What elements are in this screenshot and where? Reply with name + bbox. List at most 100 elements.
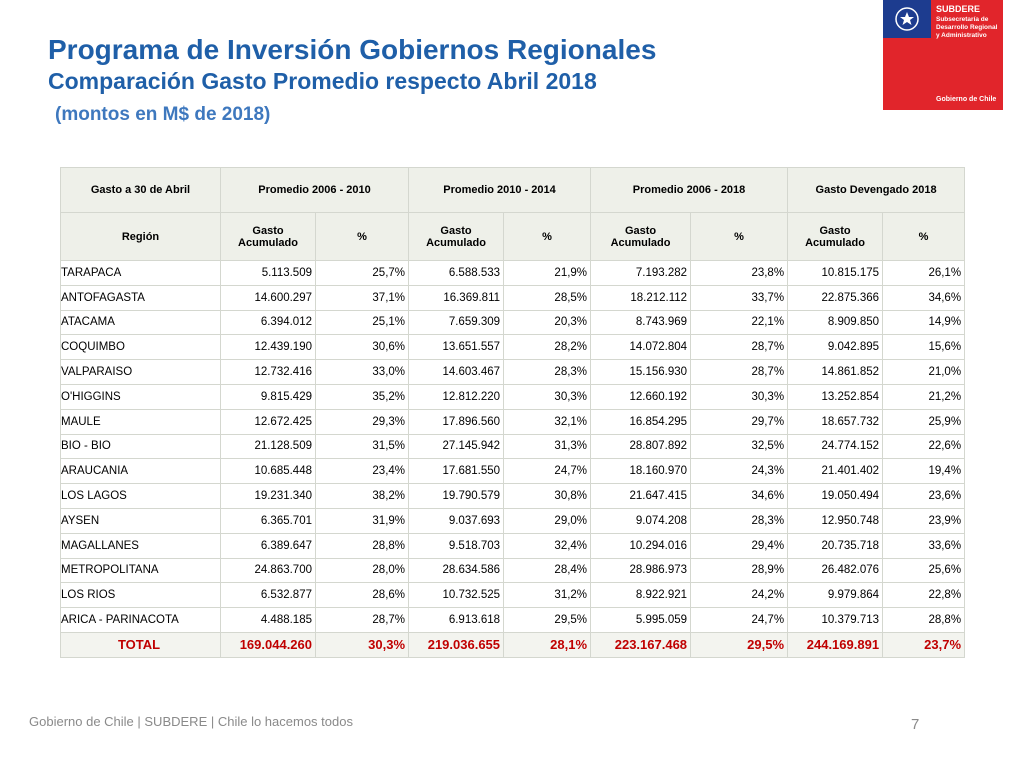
table-cell: 29,3% [314,408,410,435]
table-cell: 28,1% [503,631,592,658]
table-cell: 28,0% [314,557,410,584]
table-cell: Gasto a 30 de Abril [60,167,221,213]
table-cell: 13.651.557 [408,334,505,361]
table-cell: LOS LAGOS [60,483,221,509]
table-cell: 24,2% [690,582,789,609]
table-cell: 10.815.175 [787,260,884,286]
table-cell: 23,4% [314,458,410,485]
table-row: LOS LAGOS 19.231.340 38,2% 19.790.579 30,8% 2… [60,483,966,509]
table-cell: 34,6% [882,284,966,311]
table-cell: Gasto Acumulado [590,212,692,261]
table-row: TARAPACA 5.113.509 25,7% 6.588.533 21,9% 7.19… [60,260,966,286]
table-cell: 18.657.732 [787,408,884,435]
table-cell: 28,3% [690,507,789,534]
table-row: ARICA - PARINACOTA 4.488.185 28,7% 6.913.61… [60,607,966,633]
table-row: COQUIMBO 12.439.190 30,6% 13.651.557 28,2% 14… [60,334,966,361]
table-cell: 15.156.930 [590,359,692,385]
table-cell: 20.735.718 [787,532,884,559]
table-cell: 21.128.509 [220,433,316,460]
table-cell: 244.169.891 [787,631,884,658]
table-cell: LOS RIOS [60,582,221,609]
logo-line: y Administrativo [936,32,987,39]
page-number: 7 [911,716,920,733]
table-cell: 12.950.748 [787,507,884,534]
table-cell: 9.042.895 [787,334,884,361]
table-cell: 19.050.494 [787,483,884,509]
table-cell: 5.113.509 [220,260,316,286]
table-cell: 18.160.970 [590,458,692,485]
table-cell: 6.588.533 [408,260,505,286]
table-cell: 14.603.467 [408,359,505,385]
table-cell: 22,8% [882,582,966,609]
table-cell: COQUIMBO [60,334,221,361]
table-cell: 12.812.220 [408,383,505,410]
table-cell: 4.488.185 [220,607,316,633]
table-cell: 28,6% [314,582,410,609]
table-cell: 9.037.693 [408,507,505,534]
table-cell: Región [60,212,221,261]
table-row: MAULE 12.672.425 29,3% 17.896.560 32,1% 16.85… [60,408,966,435]
table-cell: 28,7% [314,607,410,633]
table-cell: 17.681.550 [408,458,505,485]
table-cell: 37,1% [314,284,410,311]
table-cell: 30,3% [690,383,789,410]
table-cell: 12.672.425 [220,408,316,435]
table-cell: 13.252.854 [787,383,884,410]
table-cell: 21,0% [882,359,966,385]
table-cell: BIO - BIO [60,433,221,460]
table-cell: 28,3% [503,359,592,385]
title: Programa de Inversión Gobiernos Regional… [48,34,657,65]
table-cell: Promedio 2006 - 2018 [590,167,789,213]
table-row: LOS RIOS 6.532.877 28,6% 10.732.525 31,2% 8.9… [60,582,966,609]
table-cell: 31,9% [314,507,410,534]
table-cell: 8.743.969 [590,309,692,336]
table-cell: Promedio 2010 - 2014 [408,167,592,213]
table-cell: 169.044.260 [220,631,316,658]
table-cell: 28,8% [882,607,966,633]
table-cell: Gasto Devengado 2018 [787,167,966,213]
table-cell: 33,6% [882,532,966,559]
table-cell: 10.732.525 [408,582,505,609]
table-cell: O'HIGGINS [60,383,221,410]
table-cell: 21,9% [503,260,592,286]
table-cell: 24.774.152 [787,433,884,460]
table-cell: 30,8% [503,483,592,509]
table-row: BIO - BIO 21.128.509 31,5% 27.145.942 31,3% 2… [60,433,966,460]
table-cell: 6.365.701 [220,507,316,534]
table-cell: 32,4% [503,532,592,559]
table-cell: 23,9% [882,507,966,534]
table-row: ANTOFAGASTA 14.600.297 37,1% 16.369.811 28,5… [60,284,966,311]
table-cell: 25,6% [882,557,966,584]
table-cell: 28,7% [690,359,789,385]
table-cell: METROPOLITANA [60,557,221,584]
table-cell: 26,1% [882,260,966,286]
table-cell: 9.815.429 [220,383,316,410]
table-row: METROPOLITANA 24.863.700 28,0% 28.634.586 28… [60,557,966,584]
table-cell: TOTAL [60,631,221,658]
table-cell: 28,9% [690,557,789,584]
table-cell: 14.600.297 [220,284,316,311]
table-cell: 20,3% [503,309,592,336]
table-cell: 25,7% [314,260,410,286]
table-cell: 22.875.366 [787,284,884,311]
table-cell: 24,7% [503,458,592,485]
table-cell: TARAPACA [60,260,221,286]
table-cell: 35,2% [314,383,410,410]
table-cell: AYSEN [60,507,221,534]
table-cell: 7.193.282 [590,260,692,286]
table-cell: 25,1% [314,309,410,336]
table-cell: 21.647.415 [590,483,692,509]
table-cell: 31,2% [503,582,592,609]
table-cell: 19.790.579 [408,483,505,509]
table-cell: 9.074.208 [590,507,692,534]
table-cell: 14,9% [882,309,966,336]
table-cell: 28,5% [503,284,592,311]
table-cell: 29,5% [690,631,789,658]
table-row: VALPARAISO 12.732.416 33,0% 14.603.467 28,3%… [60,359,966,385]
note: (montos en M$ de 2018) [55,104,271,125]
table-cell: 28,7% [690,334,789,361]
table-cell: 12.732.416 [220,359,316,385]
table-row: AYSEN 6.365.701 31,9% 9.037.693 29,0% 9.074.2… [60,507,966,534]
